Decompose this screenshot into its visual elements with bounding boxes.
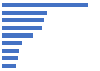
Bar bbox=[2, 26, 42, 30]
Bar bbox=[2, 11, 47, 15]
Bar bbox=[2, 41, 22, 45]
Bar bbox=[2, 64, 16, 68]
Bar bbox=[2, 49, 19, 53]
Bar bbox=[2, 56, 18, 60]
Bar bbox=[2, 3, 88, 7]
Bar bbox=[2, 33, 33, 38]
Bar bbox=[2, 18, 44, 22]
